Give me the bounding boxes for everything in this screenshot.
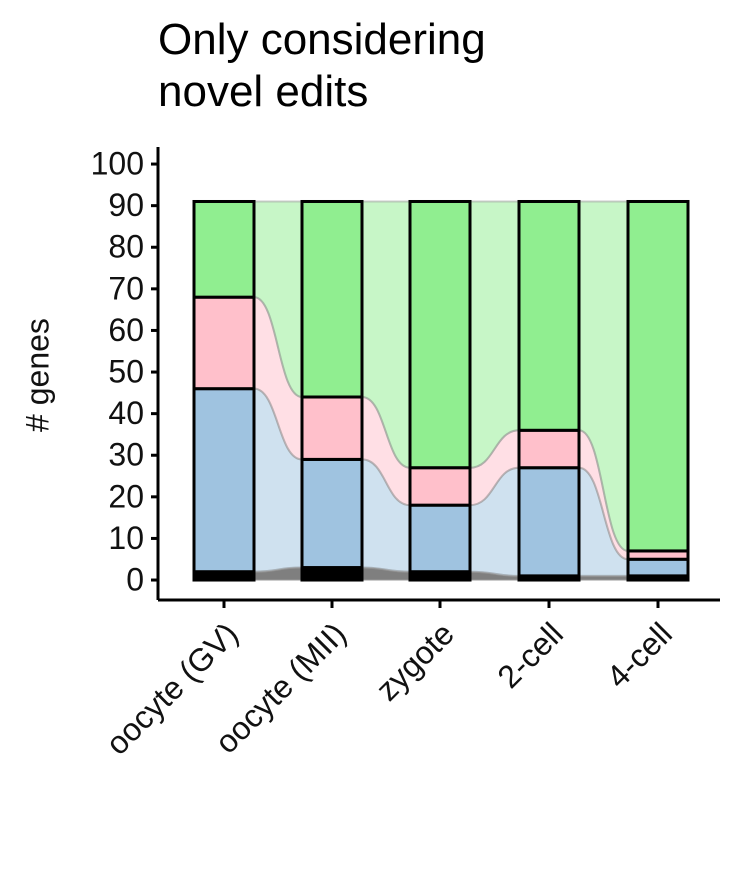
flow [469, 200, 520, 469]
y-tick-label: 90 [108, 187, 144, 223]
y-tick-label: 30 [108, 437, 144, 473]
y-tick-label: 100 [91, 146, 144, 182]
chart-title: Only considering novel edits [158, 15, 486, 116]
bar-segment [408, 466, 472, 507]
bar-segment [517, 199, 581, 432]
flow [253, 200, 303, 399]
y-tick-label: 80 [108, 229, 144, 265]
bar-segment [408, 503, 472, 574]
y-tick-label: 0 [126, 561, 144, 597]
y-tick-label: 20 [108, 478, 144, 514]
bar-segment [408, 199, 472, 470]
bar-segment [192, 387, 256, 574]
y-tick-label: 70 [108, 270, 144, 306]
bar-segment [517, 466, 581, 578]
bar-segment [626, 557, 690, 578]
x-tick-label: 2-cell [490, 615, 570, 695]
bar-segment [626, 199, 690, 553]
y-tick-label: 50 [108, 353, 144, 389]
x-tick-label: 4-cell [599, 615, 679, 695]
bar-segment [300, 395, 364, 461]
x-tick-label: zygote [369, 615, 461, 707]
y-tick-label: 60 [108, 312, 144, 348]
y-tick-label: 40 [108, 395, 144, 431]
y-axis-label: # genes [19, 318, 55, 432]
y-tick-label: 10 [108, 520, 144, 556]
flow [578, 200, 629, 552]
bar-segment [300, 566, 364, 582]
bar-segment [192, 295, 256, 391]
bar-segment [517, 428, 581, 470]
bar-segment [192, 199, 256, 299]
flow [361, 200, 411, 469]
bar-segment [300, 457, 364, 570]
bar-segment [300, 199, 364, 399]
